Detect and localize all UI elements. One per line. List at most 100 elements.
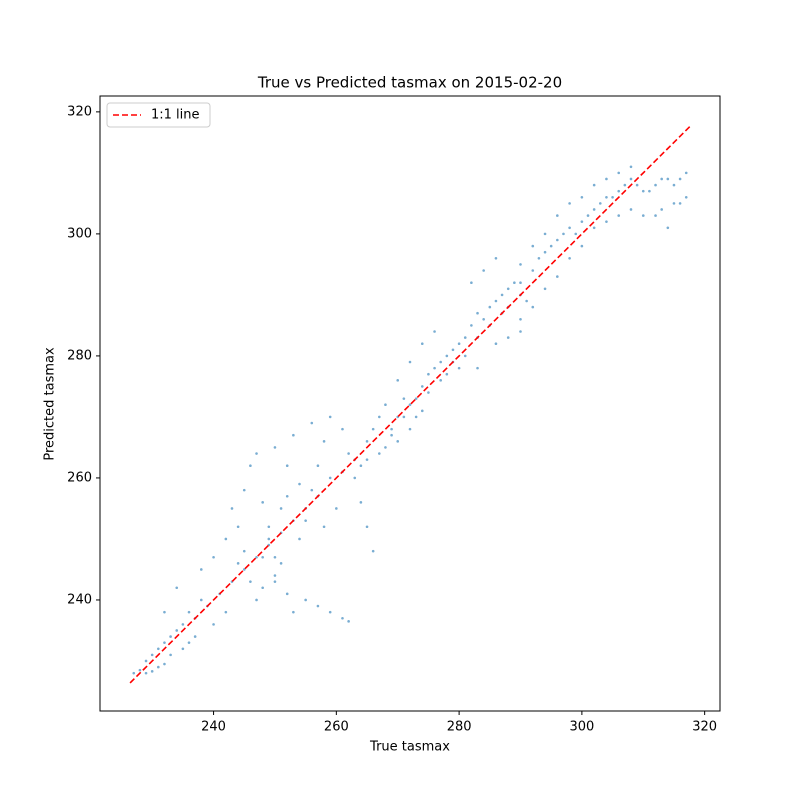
point bbox=[242, 549, 246, 553]
point bbox=[660, 208, 663, 211]
point bbox=[378, 452, 381, 455]
point bbox=[433, 366, 436, 370]
x-tick-label: 240 bbox=[201, 720, 226, 735]
point bbox=[292, 610, 295, 614]
point bbox=[328, 610, 332, 614]
point bbox=[611, 195, 614, 199]
point bbox=[279, 507, 283, 510]
point bbox=[470, 281, 473, 284]
point bbox=[273, 446, 277, 449]
point bbox=[157, 665, 160, 669]
point bbox=[157, 647, 160, 651]
point bbox=[549, 244, 553, 248]
point bbox=[445, 372, 449, 376]
point bbox=[635, 183, 639, 187]
point bbox=[359, 464, 363, 468]
point bbox=[476, 311, 479, 315]
point bbox=[273, 574, 277, 577]
point bbox=[285, 592, 289, 596]
legend-box bbox=[106, 102, 211, 128]
point bbox=[181, 647, 185, 651]
point bbox=[384, 446, 387, 449]
point bbox=[408, 403, 412, 407]
point bbox=[629, 165, 633, 169]
point bbox=[193, 635, 197, 638]
point bbox=[273, 580, 277, 583]
point bbox=[150, 653, 154, 657]
point bbox=[488, 305, 492, 309]
point bbox=[310, 488, 314, 492]
point bbox=[261, 586, 264, 590]
point bbox=[304, 519, 307, 522]
point bbox=[568, 256, 571, 260]
point bbox=[249, 580, 252, 583]
point bbox=[457, 366, 461, 370]
point bbox=[408, 360, 412, 364]
point bbox=[482, 318, 485, 321]
point bbox=[304, 598, 307, 602]
point bbox=[556, 214, 559, 217]
point bbox=[666, 226, 670, 230]
point bbox=[568, 202, 571, 205]
y-tick-label: 320 bbox=[67, 104, 92, 119]
point bbox=[212, 555, 215, 559]
point bbox=[414, 415, 418, 419]
x-axis-label: True tasmax bbox=[369, 740, 450, 755]
point bbox=[543, 250, 547, 254]
point bbox=[341, 616, 344, 620]
point bbox=[427, 391, 430, 394]
point bbox=[328, 476, 332, 480]
point bbox=[138, 668, 142, 672]
point bbox=[439, 379, 442, 382]
point bbox=[439, 360, 442, 364]
point bbox=[335, 507, 338, 510]
point bbox=[494, 342, 498, 346]
point bbox=[414, 397, 418, 400]
point bbox=[396, 440, 400, 443]
point bbox=[605, 220, 608, 223]
point bbox=[574, 232, 578, 236]
point bbox=[144, 671, 148, 675]
point bbox=[641, 214, 645, 217]
point bbox=[427, 372, 430, 376]
point bbox=[531, 244, 535, 248]
point bbox=[236, 525, 240, 529]
point bbox=[169, 635, 172, 638]
point bbox=[592, 183, 596, 187]
point bbox=[341, 427, 344, 431]
point bbox=[457, 342, 461, 346]
point bbox=[506, 287, 510, 291]
point bbox=[298, 537, 301, 541]
point bbox=[556, 238, 559, 242]
point bbox=[672, 202, 676, 205]
point bbox=[519, 318, 522, 321]
x-tick-label: 280 bbox=[447, 720, 472, 735]
point bbox=[494, 299, 498, 303]
chart-title: True vs Predicted tasmax on 2015-02-20 bbox=[257, 74, 562, 92]
point bbox=[500, 293, 504, 297]
point bbox=[273, 555, 277, 559]
point bbox=[378, 415, 381, 419]
point bbox=[322, 440, 326, 443]
point bbox=[556, 275, 559, 278]
point bbox=[525, 299, 528, 303]
point bbox=[623, 183, 627, 187]
point bbox=[316, 604, 320, 608]
plot-frame bbox=[99, 95, 721, 712]
point bbox=[328, 415, 332, 419]
x-tick-label: 320 bbox=[692, 720, 717, 735]
point bbox=[144, 659, 148, 663]
point bbox=[163, 641, 166, 644]
point bbox=[261, 555, 264, 559]
point bbox=[132, 671, 136, 675]
point bbox=[199, 598, 203, 602]
point bbox=[586, 214, 590, 217]
point bbox=[169, 653, 172, 657]
point bbox=[463, 354, 467, 358]
point bbox=[181, 623, 185, 626]
point bbox=[353, 476, 357, 480]
x-tick-label: 300 bbox=[569, 720, 594, 735]
point bbox=[513, 281, 516, 284]
